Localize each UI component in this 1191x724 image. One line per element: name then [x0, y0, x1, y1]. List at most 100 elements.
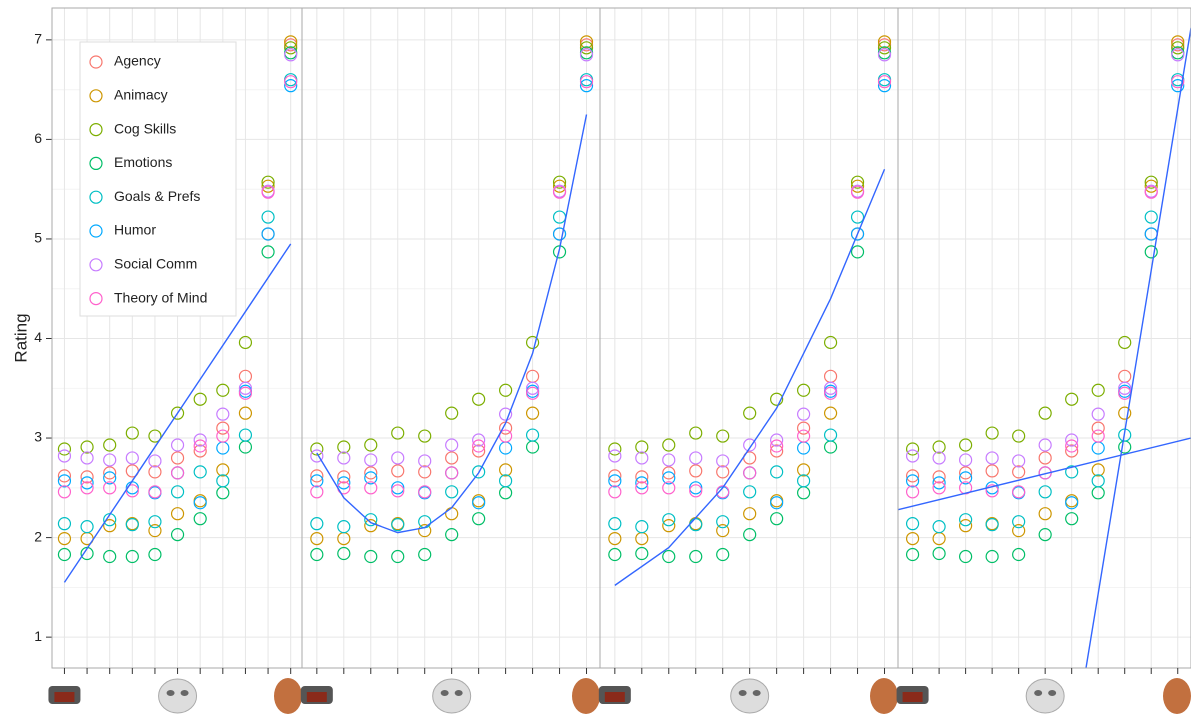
point [472, 392, 486, 406]
point [1091, 407, 1105, 421]
point [608, 449, 622, 463]
mask-eye [440, 690, 449, 696]
point [608, 485, 622, 499]
point [418, 524, 432, 538]
legend-marker [89, 55, 103, 69]
point [1012, 515, 1026, 529]
point [716, 485, 730, 499]
panel [52, 8, 302, 668]
point [170, 466, 185, 480]
point [689, 451, 703, 465]
point [1065, 433, 1079, 447]
point [103, 466, 117, 480]
point [797, 421, 811, 435]
point [662, 519, 676, 533]
point [608, 531, 622, 546]
point [1065, 512, 1079, 526]
point [337, 451, 351, 465]
legend-label: Social Comm [114, 256, 197, 272]
point [418, 485, 432, 499]
point [238, 335, 253, 350]
point [1038, 485, 1052, 499]
point [148, 485, 162, 499]
point [103, 519, 117, 533]
point [932, 481, 946, 495]
point [743, 438, 757, 452]
mask-eye [166, 690, 175, 696]
point [797, 407, 811, 421]
point [743, 466, 757, 480]
point [716, 524, 730, 538]
point [337, 476, 351, 490]
point [1065, 496, 1079, 510]
point [525, 406, 540, 420]
robot-icon-face [902, 692, 923, 702]
point [1171, 79, 1185, 93]
point [193, 444, 207, 458]
human-icon [1163, 678, 1191, 714]
point [1118, 335, 1132, 350]
robot-icon-face [54, 692, 75, 702]
point [418, 429, 432, 443]
fit-line [63, 243, 292, 583]
point [797, 474, 811, 488]
point [445, 438, 459, 452]
robot-icon-face [604, 692, 625, 702]
point [1144, 175, 1158, 189]
point [823, 335, 838, 350]
point [716, 429, 730, 443]
legend-marker [89, 292, 103, 306]
point [391, 426, 405, 440]
point [905, 517, 920, 531]
point [797, 429, 811, 443]
legend-label: Agency [114, 53, 161, 69]
point [877, 79, 892, 93]
point [238, 406, 253, 420]
point [905, 531, 920, 546]
y-axis-label: Rating [11, 313, 30, 362]
point [552, 179, 567, 193]
point [959, 513, 973, 527]
mask-eye [1048, 690, 1057, 696]
point [1171, 41, 1185, 55]
point [125, 426, 139, 440]
point [148, 515, 162, 529]
point [770, 439, 784, 453]
point [391, 481, 405, 495]
point [125, 518, 139, 532]
point [770, 433, 784, 447]
point [877, 48, 892, 62]
point [608, 469, 622, 483]
mask-icon [432, 678, 472, 714]
point [216, 429, 230, 443]
point [310, 469, 324, 483]
point [662, 466, 676, 480]
point [284, 75, 298, 89]
human-icon [572, 678, 600, 714]
point [80, 481, 94, 495]
human-icon [870, 678, 898, 714]
point [499, 429, 513, 443]
legend-label: Goals & Prefs [114, 188, 200, 204]
point [216, 421, 230, 435]
point [499, 463, 513, 477]
point [148, 454, 162, 468]
point [552, 175, 567, 189]
point [716, 454, 730, 468]
panel-border [897, 7, 1191, 669]
point [310, 442, 324, 456]
point [364, 519, 378, 533]
point [797, 463, 811, 477]
point [635, 546, 649, 561]
point [689, 426, 703, 440]
y-tick-label: 6 [34, 130, 42, 146]
point [445, 528, 459, 542]
point [662, 438, 676, 452]
y-tick-label: 1 [34, 628, 42, 644]
point [662, 471, 676, 485]
fit-line [316, 114, 588, 534]
point [662, 453, 676, 467]
point [170, 451, 185, 465]
point [216, 383, 230, 397]
point [635, 451, 649, 465]
